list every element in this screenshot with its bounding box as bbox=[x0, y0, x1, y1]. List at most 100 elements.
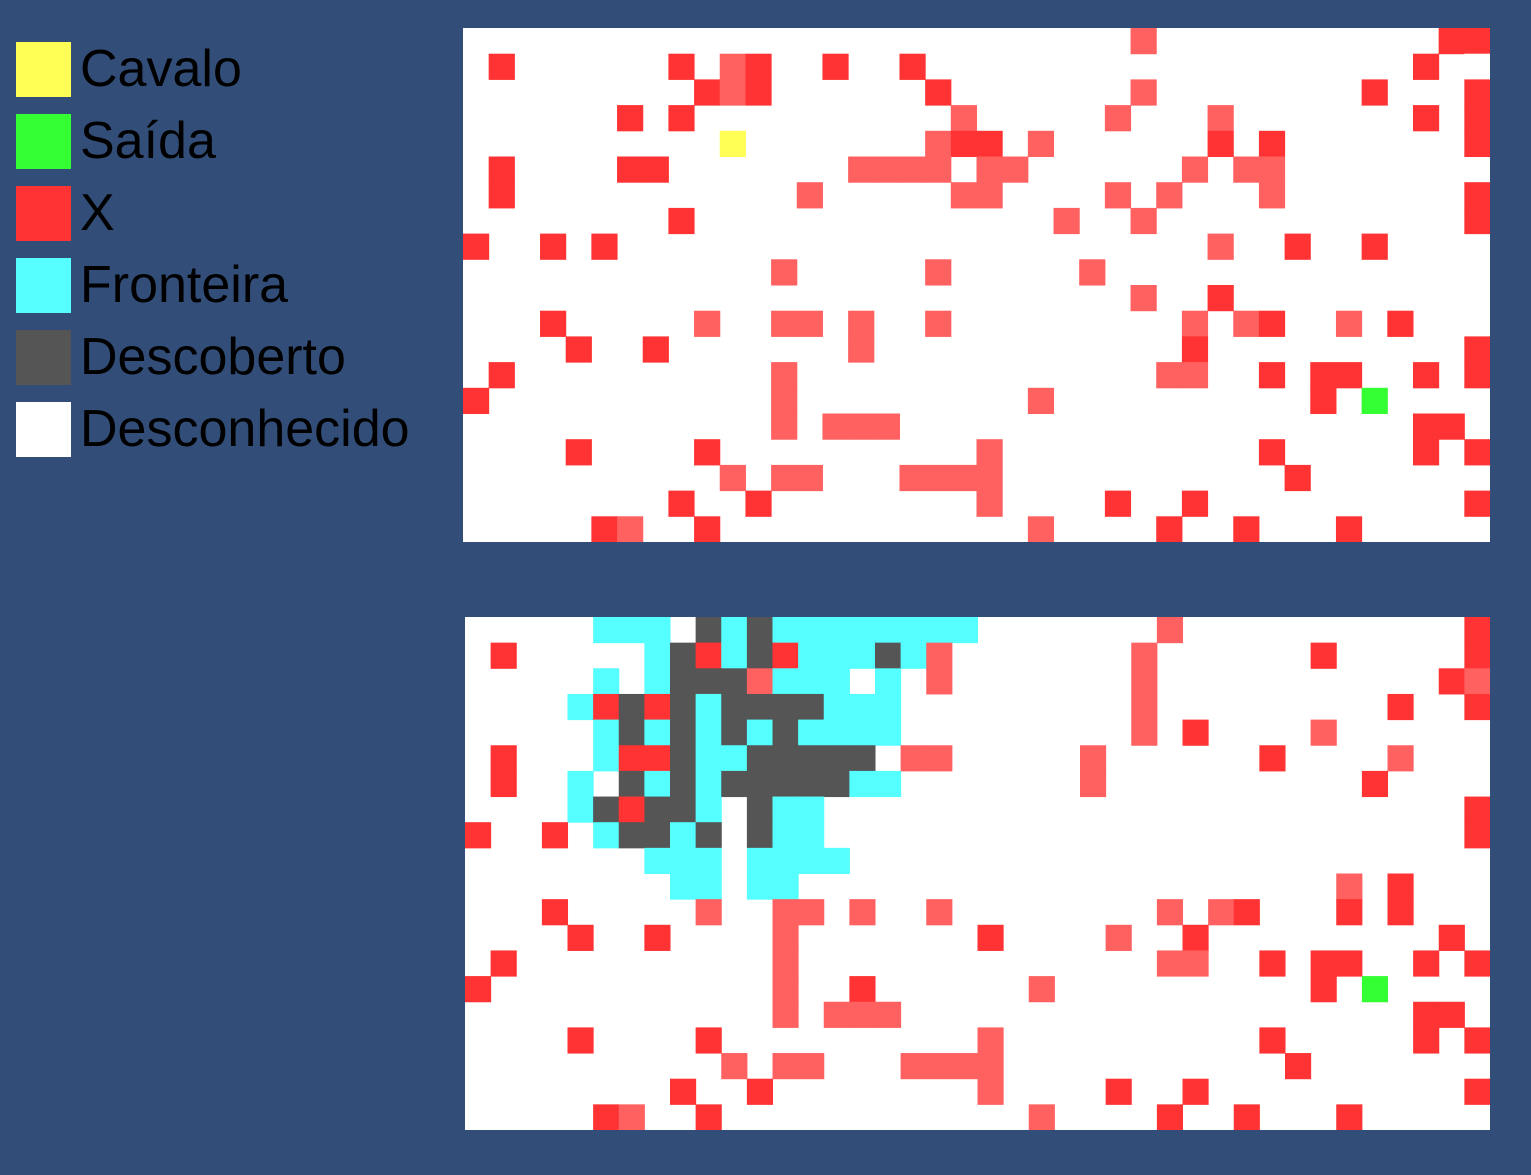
blocked-cell bbox=[926, 668, 953, 695]
explored-cell bbox=[746, 822, 774, 849]
blocked-cell bbox=[618, 796, 645, 823]
frontier-cell bbox=[951, 617, 979, 644]
explored-cell bbox=[746, 770, 774, 798]
frontier-cell bbox=[823, 642, 850, 669]
blocked-cell bbox=[1233, 156, 1260, 183]
blocked-cell bbox=[849, 976, 876, 1003]
blocked-cell bbox=[617, 516, 644, 542]
explored-cell bbox=[823, 745, 850, 772]
explored-cell bbox=[593, 796, 620, 823]
blocked-cell bbox=[796, 310, 823, 337]
blocked-cell bbox=[591, 233, 618, 260]
legend-item-x: X bbox=[16, 177, 410, 249]
blocked-cell bbox=[772, 976, 799, 1003]
frontier-cell bbox=[849, 719, 876, 746]
blocked-cell bbox=[977, 1078, 1004, 1105]
blocked-cell bbox=[950, 464, 978, 492]
frontier-cell bbox=[772, 796, 799, 823]
blocked-cell bbox=[1130, 28, 1157, 55]
blocked-cell bbox=[772, 924, 799, 951]
explored-cell bbox=[695, 668, 722, 695]
blocked-cell bbox=[1284, 233, 1311, 260]
blocked-cell bbox=[1361, 770, 1389, 798]
blocked-cell bbox=[1131, 668, 1158, 695]
blocked-cell bbox=[490, 745, 517, 772]
blocked-cell bbox=[567, 924, 594, 951]
blocked-cell bbox=[1438, 413, 1465, 440]
frontier-cell bbox=[695, 770, 722, 798]
blocked-cell bbox=[719, 464, 746, 492]
blocked-cell bbox=[465, 822, 492, 849]
blocked-cell bbox=[1387, 310, 1414, 337]
blocked-cell bbox=[925, 156, 952, 183]
frontier-cell bbox=[875, 719, 902, 746]
blocked-cell bbox=[1130, 285, 1157, 312]
exit-cell bbox=[1361, 387, 1388, 415]
blocked-cell bbox=[642, 156, 669, 183]
explored-cell bbox=[721, 770, 748, 798]
blocked-cell bbox=[1464, 1078, 1490, 1105]
unknown-cell bbox=[1464, 53, 1490, 80]
blocked-cell bbox=[488, 156, 515, 183]
fronteira-swatch bbox=[16, 257, 71, 313]
blocked-cell bbox=[618, 1104, 645, 1130]
blocked-cell bbox=[1387, 693, 1414, 721]
blocked-cell bbox=[772, 642, 799, 669]
blocked-cell bbox=[926, 1053, 953, 1080]
blocked-cell bbox=[1028, 1104, 1055, 1130]
blocked-cell bbox=[1258, 130, 1286, 158]
blocked-cell bbox=[1284, 464, 1311, 492]
blocked-cell bbox=[796, 182, 823, 209]
blocked-cell bbox=[463, 387, 490, 415]
blocked-cell bbox=[642, 336, 669, 363]
frontier-cell bbox=[926, 617, 953, 644]
blocked-cell bbox=[617, 156, 644, 183]
blocked-cell bbox=[668, 207, 695, 235]
blocked-cell bbox=[925, 259, 952, 286]
blocked-cell bbox=[1464, 336, 1490, 363]
blocked-cell bbox=[1412, 439, 1440, 466]
blocked-cell bbox=[1258, 439, 1286, 466]
frontier-cell bbox=[900, 642, 927, 669]
blocked-cell bbox=[1412, 105, 1440, 132]
legend-item-fronteira: Fronteira bbox=[16, 249, 410, 321]
blocked-cell bbox=[668, 105, 695, 132]
frontier-cell bbox=[644, 847, 671, 875]
blocked-cell bbox=[1285, 1053, 1312, 1080]
blocked-cell bbox=[694, 79, 721, 106]
legend-item-saida: Saída bbox=[16, 105, 410, 177]
blocked-cell bbox=[694, 439, 721, 466]
explored-cell bbox=[618, 693, 645, 721]
blocked-cell bbox=[1181, 336, 1209, 363]
frontier-cell bbox=[721, 745, 748, 772]
blocked-cell bbox=[1156, 950, 1184, 977]
explored-cell bbox=[772, 745, 799, 772]
blocked-cell bbox=[926, 745, 953, 772]
blocked-cell bbox=[1413, 950, 1440, 977]
blocked-cell bbox=[1027, 387, 1055, 415]
blocked-cell bbox=[1336, 950, 1363, 977]
blocked-cell bbox=[771, 464, 798, 492]
frontier-cell bbox=[798, 796, 825, 823]
blocked-cell bbox=[1412, 362, 1440, 389]
frontier-cell bbox=[695, 719, 722, 746]
blocked-cell bbox=[976, 439, 1003, 466]
explored-cell bbox=[618, 719, 645, 746]
frontier-cell bbox=[849, 642, 876, 669]
blocked-cell bbox=[746, 1078, 774, 1105]
blocked-cell bbox=[771, 310, 798, 337]
blocked-cell bbox=[1464, 182, 1490, 209]
explored-cell bbox=[721, 719, 748, 746]
blocked-cell bbox=[1336, 1104, 1363, 1130]
explored-cell bbox=[644, 796, 671, 823]
blocked-cell bbox=[1207, 105, 1234, 132]
blocked-cell bbox=[695, 1104, 722, 1130]
blocked-cell bbox=[719, 53, 746, 80]
blocked-cell bbox=[1233, 310, 1260, 337]
explored-cell bbox=[823, 770, 850, 798]
blocked-cell bbox=[926, 642, 953, 669]
blocked-cell bbox=[541, 822, 569, 849]
blocked-cell bbox=[1233, 899, 1260, 926]
blocked-cell bbox=[1335, 362, 1363, 389]
blocked-cell bbox=[1181, 362, 1209, 389]
